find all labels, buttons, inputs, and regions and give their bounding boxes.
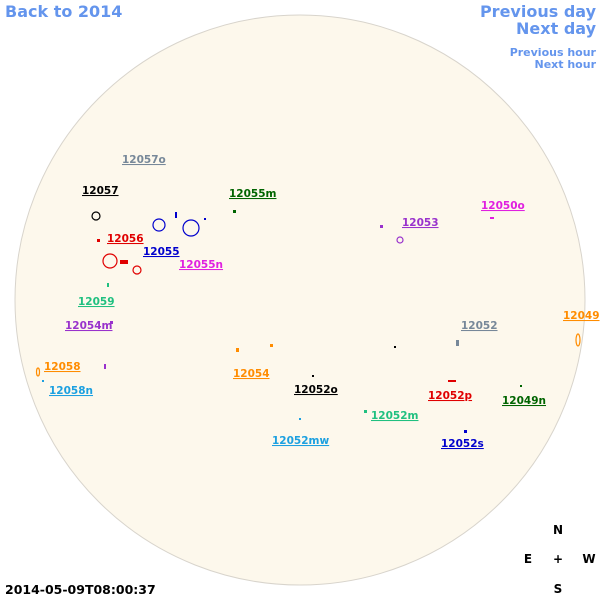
spot [97,239,100,242]
region-label[interactable]: 12050o [481,200,525,212]
spot [448,380,456,382]
spot [102,253,118,269]
spot [456,340,459,346]
region-label[interactable]: 12059 [78,296,115,308]
spot [396,236,404,244]
region-labels: 12057o 12057 12055m 12053 12050o 12056 1… [44,154,600,450]
region-label[interactable]: 12052o [294,384,338,396]
spot [42,380,44,382]
spot [380,225,383,228]
spot [364,410,367,413]
region-label[interactable]: 12057o [122,154,166,166]
spot [107,283,109,287]
spot [490,217,494,219]
region-label[interactable]: 12055n [179,259,223,271]
spot [575,333,581,347]
spot [233,210,236,213]
region-label[interactable]: 12055 [143,246,180,258]
solar-disk [14,14,586,586]
back-link[interactable]: Back to 2014 [5,2,122,21]
spot [299,418,301,420]
spot [394,346,396,348]
previous-hour-link[interactable]: Previous hour [510,46,597,59]
timestamp: 2014-05-09T08:00:37 [5,582,156,597]
region-label[interactable]: 12052 [461,320,498,332]
spot [175,212,177,218]
spot [312,375,314,377]
spot [520,385,522,387]
region-label[interactable]: 12052mw [272,435,329,447]
compass-north: N [553,523,563,537]
region-label[interactable]: 12052s [441,438,484,450]
compass-west: W [582,552,595,566]
spots [35,211,581,377]
spot [204,218,206,220]
spot [236,348,239,352]
spot-dots [42,210,522,433]
spot [91,211,101,221]
spot [270,344,273,347]
next-day-link[interactable]: Next day [516,19,597,38]
spot [35,367,41,377]
region-label[interactable]: 12053 [402,217,439,229]
region-label[interactable]: 12058 [44,361,81,373]
compass-east: E [524,552,532,566]
spot [110,321,113,324]
region-label[interactable]: 12056 [107,233,144,245]
region-label[interactable]: 12058n [49,385,93,397]
region-label[interactable]: 12049 [563,310,600,322]
region-label[interactable]: 12054 [233,368,270,380]
region-label[interactable]: 12054m [65,320,113,332]
spot [120,260,128,264]
spot [132,265,142,275]
region-label[interactable]: 12052p [428,390,473,402]
next-hour-link[interactable]: Next hour [535,58,597,71]
spot [152,218,166,232]
compass-center: + [553,552,563,566]
spot [464,430,467,433]
region-label[interactable]: 12049n [502,395,546,407]
previous-day-link[interactable]: Previous day [480,2,597,21]
region-label[interactable]: 12055m [229,188,277,200]
region-label[interactable]: 12052m [371,410,419,422]
spot [182,219,200,237]
region-label[interactable]: 12057 [82,185,119,197]
compass-south: S [554,582,563,596]
spot [104,364,106,369]
